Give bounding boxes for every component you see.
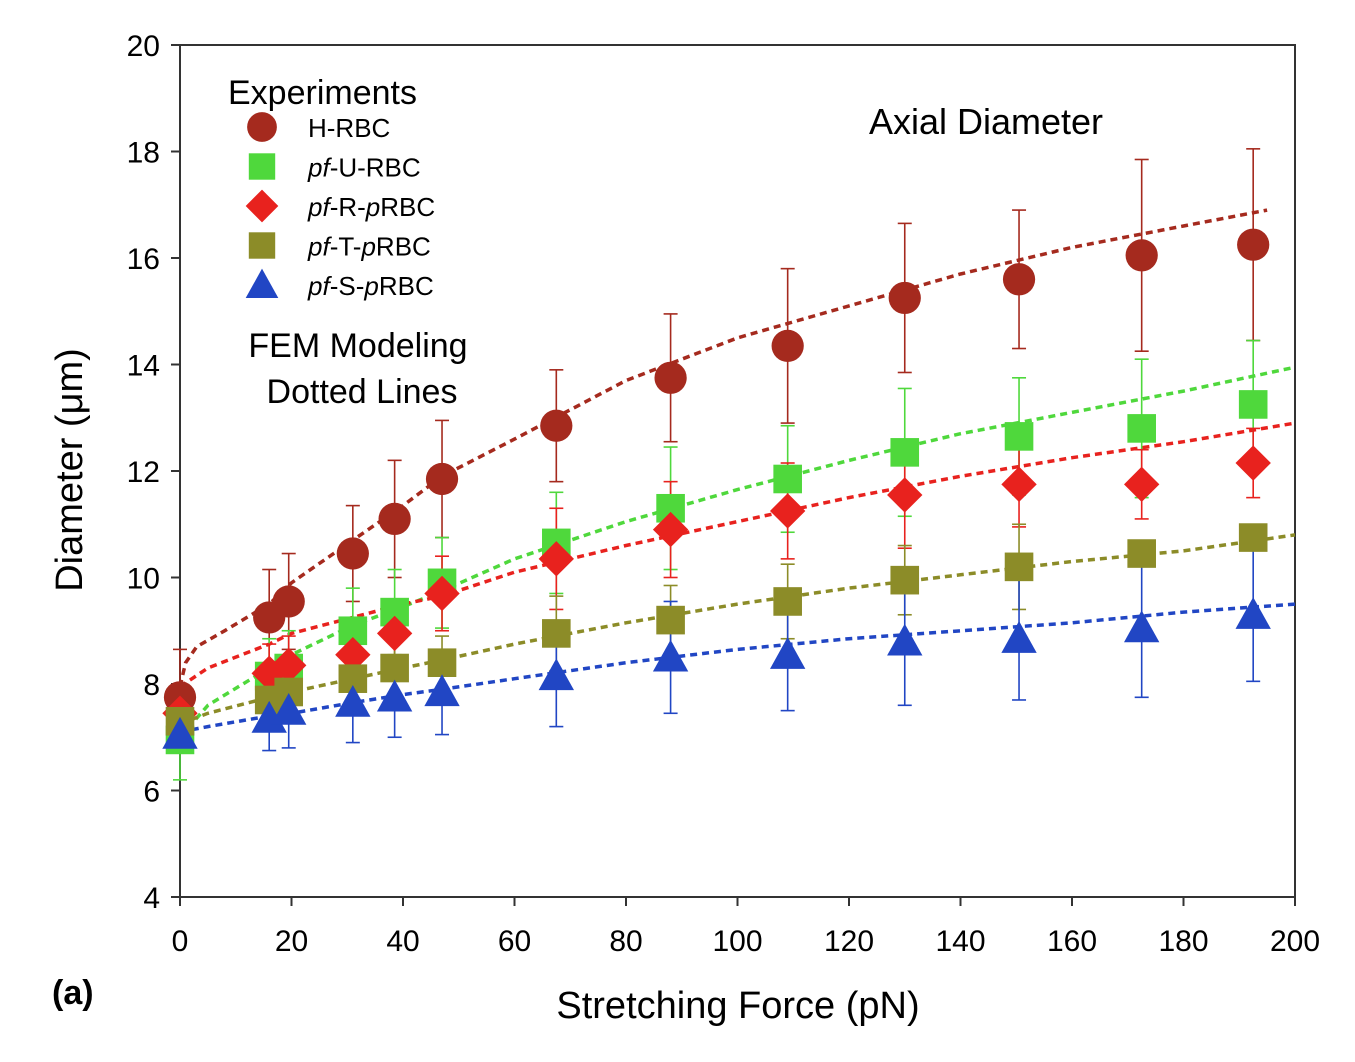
point-pf-S-pRBC xyxy=(1235,597,1271,629)
point-pf-T-pRBC xyxy=(542,619,571,648)
y-axis-title: Diameter (μm) xyxy=(49,348,91,592)
point-pf-U-RBC xyxy=(773,464,802,494)
point-H-RBC xyxy=(378,502,411,536)
point-H-RBC xyxy=(654,361,687,394)
legend-marker-pf-T-pRBC xyxy=(248,232,276,259)
point-pf-S-pRBC xyxy=(1124,610,1160,643)
point-pf-R-pRBC xyxy=(1124,466,1160,502)
point-H-RBC xyxy=(272,585,305,618)
legend-label-pf-S-pRBC: pf-S-pRBC xyxy=(307,271,434,301)
x-tick-label: 200 xyxy=(1270,925,1320,958)
model-line-H-RBC xyxy=(178,208,1268,688)
y-tick-label: 4 xyxy=(143,882,160,915)
point-H-RBC xyxy=(425,462,459,496)
y-tick-label: 12 xyxy=(127,456,160,489)
legend-label-pf-U-RBC: pf-U-RBC xyxy=(307,153,421,183)
y-tick-label: 14 xyxy=(127,350,160,383)
point-pf-S-pRBC xyxy=(376,679,413,712)
point-pf-S-pRBC xyxy=(652,639,689,672)
point-pf-R-pRBC xyxy=(887,477,923,513)
x-tick-label: 160 xyxy=(1047,925,1097,958)
y-tick-label: 18 xyxy=(127,137,160,170)
legend: Experiments H-RBC pf-U-RBC pf-R-pRBC pf-T-p… xyxy=(228,74,468,411)
legend-marker-pf-U-RBC xyxy=(248,153,276,180)
legend-marker-pf-S-pRBC xyxy=(245,268,279,299)
point-pf-S-pRBC xyxy=(887,623,923,656)
legend-label-H-RBC: H-RBC xyxy=(308,113,390,143)
point-pf-R-pRBC xyxy=(538,541,574,577)
chart-title: Axial Diameter xyxy=(869,101,1103,142)
panel-label: (a) xyxy=(52,974,94,1012)
point-pf-R-pRBC xyxy=(424,575,460,612)
point-pf-R-pRBC xyxy=(335,637,371,673)
point-H-RBC xyxy=(336,537,369,570)
x-tick-label: 100 xyxy=(712,925,762,958)
point-H-RBC xyxy=(771,329,804,362)
legend-label-pf-R-pRBC: pf-R-pRBC xyxy=(307,192,435,222)
legend-title: Experiments xyxy=(228,74,417,112)
point-pf-U-RBC xyxy=(890,438,920,467)
point-pf-R-pRBC xyxy=(376,615,413,652)
y-tick-label: 6 xyxy=(143,776,160,809)
point-pf-S-pRBC xyxy=(769,637,806,669)
point-pf-R-pRBC xyxy=(271,647,307,684)
point-pf-T-pRBC xyxy=(656,605,685,635)
legend-marker-pf-R-pRBC xyxy=(245,189,279,223)
point-pf-T-pRBC xyxy=(1004,552,1034,582)
y-tick-label: 16 xyxy=(127,243,160,276)
x-tick-label: 180 xyxy=(1158,925,1208,958)
point-pf-R-pRBC xyxy=(769,493,806,529)
x-tick-label: 0 xyxy=(172,925,189,958)
point-H-RBC xyxy=(1237,228,1270,261)
y-axis: 4 6 8 10 12 14 16 18 20 xyxy=(127,30,180,915)
y-tick-label: 20 xyxy=(127,30,160,63)
point-H-RBC xyxy=(1125,239,1158,272)
point-H-RBC xyxy=(888,281,921,315)
legend-label-pf-T-pRBC: pf-T-pRBC xyxy=(307,232,431,262)
point-pf-S-pRBC xyxy=(251,700,287,733)
point-pf-T-pRBC xyxy=(427,648,457,677)
point-pf-S-pRBC xyxy=(271,692,307,725)
y-tick-label: 10 xyxy=(127,563,160,596)
point-pf-R-pRBC xyxy=(1235,445,1271,481)
point-pf-T-pRBC xyxy=(890,565,920,595)
point-pf-U-RBC xyxy=(1004,422,1034,451)
x-axis: 0 20 40 60 80 100 120 140 160 180 200 xyxy=(172,897,1320,958)
point-pf-S-pRBC xyxy=(162,716,198,749)
point-H-RBC xyxy=(540,409,573,442)
point-pf-S-pRBC xyxy=(538,658,574,691)
x-tick-label: 80 xyxy=(609,925,642,958)
point-pf-S-pRBC xyxy=(335,684,371,717)
point-pf-R-pRBC xyxy=(652,511,689,548)
point-pf-T-pRBC xyxy=(1127,539,1156,568)
x-tick-label: 120 xyxy=(824,925,874,958)
point-pf-U-RBC xyxy=(1238,390,1268,419)
model-note-line-1: FEM Modeling xyxy=(248,327,467,365)
point-pf-S-pRBC xyxy=(1001,621,1037,653)
x-tick-label: 20 xyxy=(275,925,308,958)
point-pf-T-pRBC xyxy=(1238,523,1268,552)
point-H-RBC xyxy=(1002,263,1036,296)
y-tick-label: 8 xyxy=(143,669,160,702)
x-axis-title: Stretching Force (pN) xyxy=(556,985,919,1027)
point-pf-S-pRBC xyxy=(424,674,460,707)
point-pf-T-pRBC xyxy=(380,653,409,683)
x-tick-label: 40 xyxy=(386,925,419,958)
data-markers xyxy=(162,228,1271,755)
point-pf-R-pRBC xyxy=(1001,466,1037,502)
legend-marker-H-RBC xyxy=(247,112,277,142)
x-tick-label: 140 xyxy=(935,925,985,958)
point-pf-T-pRBC xyxy=(773,587,802,616)
x-tick-label: 60 xyxy=(498,925,531,958)
point-pf-U-RBC xyxy=(1127,414,1156,443)
model-note-line-2: Dotted Lines xyxy=(267,373,458,411)
